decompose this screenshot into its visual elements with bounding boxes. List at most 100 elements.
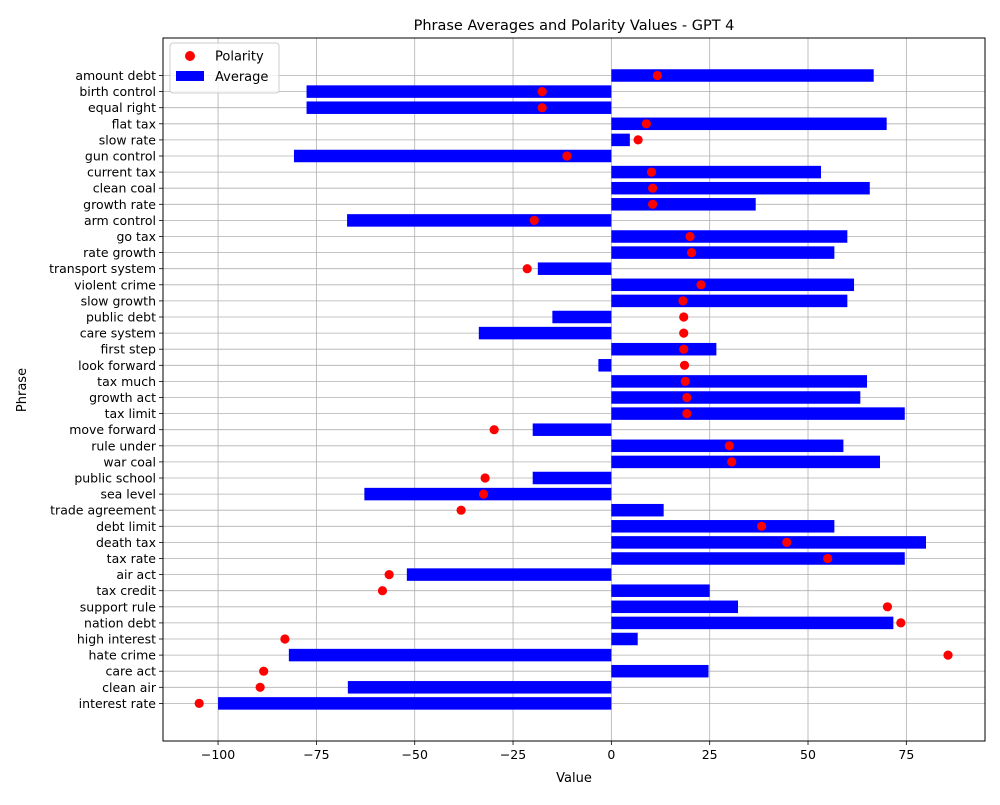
average-bar [611, 294, 848, 308]
average-bar [611, 503, 664, 517]
x-tick-label: −50 [402, 747, 428, 762]
y-tick-label: look forward [78, 358, 156, 373]
average-bar [611, 278, 855, 292]
legend: Polarity Average [169, 42, 280, 94]
polarity-point [682, 392, 692, 403]
y-tick-label: war coal [103, 454, 156, 469]
y-tick-label: slow rate [99, 132, 157, 147]
y-tick-label: sea level [100, 487, 156, 502]
y-tick-label: death tax [96, 535, 156, 550]
polarity-point [724, 441, 734, 451]
y-tick-label: current tax [87, 165, 156, 180]
average-bar [611, 133, 630, 147]
y-tick-label: clean air [102, 680, 157, 695]
y-tick-label: public school [74, 471, 156, 486]
y-tick-label: interest rate [79, 696, 157, 711]
y-tick-label: high interest [77, 632, 156, 647]
average-bar [611, 117, 887, 131]
legend-polarity-label: Polarity [215, 50, 264, 65]
average-bar [306, 101, 612, 114]
polarity-point [652, 70, 662, 81]
y-tick-label: air act [116, 567, 156, 582]
polarity-point [280, 634, 290, 644]
y-tick-label: clean coal [93, 181, 156, 196]
legend-average-swatch [176, 71, 204, 81]
y-tick-label: go tax [116, 229, 156, 244]
x-tick-layer: −100 −75 −50 −25 0 25 50 75 [201, 741, 914, 762]
average-bar [611, 616, 894, 630]
average-bar [611, 375, 868, 388]
x-tick-label: 0 [607, 747, 615, 762]
average-bar [611, 246, 835, 259]
average-bar [611, 600, 739, 614]
y-tick-label: public debt [86, 310, 156, 325]
polarity-point [641, 119, 651, 129]
average-bar [552, 310, 612, 324]
average-bar [611, 455, 880, 469]
x-axis-label: Value [556, 771, 592, 786]
average-bar [293, 149, 612, 163]
average-bar [537, 262, 612, 275]
polarity-point [522, 264, 532, 274]
polarity-point [896, 618, 906, 628]
polarity-point [782, 537, 792, 548]
y-tick-label: rule under [91, 438, 157, 453]
polarity-point [259, 666, 269, 676]
polarity-point [384, 570, 394, 580]
average-bar [598, 359, 612, 372]
average-bar [347, 681, 612, 694]
polarity-point [537, 103, 547, 113]
average-bar [611, 69, 874, 82]
average-bar [611, 407, 905, 420]
legend-average-label: Average [215, 70, 268, 85]
polarity-point [648, 183, 658, 193]
average-bar [611, 632, 638, 646]
y-tick-label: move forward [69, 422, 156, 437]
polarity-point [757, 521, 767, 531]
average-bar [611, 391, 861, 404]
y-tick-label: first step [101, 342, 157, 357]
average-bar [611, 181, 870, 195]
polarity-point [633, 135, 643, 145]
polarity-point [489, 425, 499, 435]
polarity-point [537, 87, 547, 97]
x-tick-label: 50 [800, 747, 816, 762]
legend-polarity-marker [185, 51, 195, 61]
average-bar [611, 230, 848, 243]
average-bar [218, 697, 612, 710]
polarity-point [478, 489, 489, 499]
polarity-point [562, 151, 572, 161]
average-bar [611, 342, 717, 356]
polarity-point [679, 312, 689, 322]
polarity-point [480, 473, 490, 483]
polarity-point [646, 167, 657, 177]
average-bar [611, 165, 821, 179]
polarity-point [529, 215, 539, 225]
average-bar [611, 198, 756, 211]
x-tick-label: 75 [898, 747, 914, 762]
average-bar [478, 326, 612, 340]
average-bar [347, 214, 612, 227]
polarity-point [377, 586, 388, 596]
y-tick-label: violent crime [74, 277, 156, 292]
y-tick-label: growth rate [83, 197, 156, 212]
polarity-point [727, 457, 737, 467]
polarity-point [679, 344, 689, 354]
polarity-point [696, 280, 706, 290]
polarity-point [255, 682, 265, 692]
polarity-point [648, 199, 658, 209]
average-bar [406, 568, 612, 581]
y-tick-label: slow growth [81, 293, 156, 308]
y-tick-label: rate growth [83, 245, 156, 260]
average-bar [611, 584, 710, 597]
y-tick-label: hate crime [89, 648, 157, 663]
y-tick-label: tax rate [107, 551, 157, 566]
y-tick-label: arm control [84, 213, 156, 228]
polarity-point [678, 296, 688, 306]
polarity-point [679, 360, 690, 370]
polarity-point [456, 505, 466, 515]
polarity-point [686, 248, 697, 258]
y-tick-label: tax much [97, 374, 156, 389]
